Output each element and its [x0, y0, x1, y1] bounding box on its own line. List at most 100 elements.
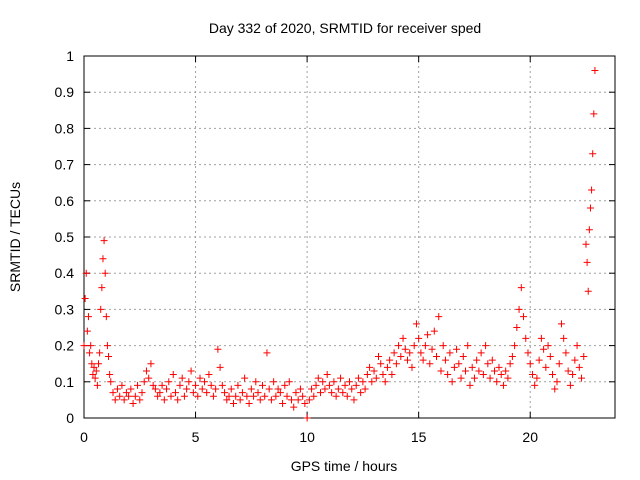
data-point: [183, 385, 191, 393]
data-point: [203, 389, 211, 397]
data-point: [549, 371, 557, 379]
data-point: [533, 374, 541, 382]
x-tick-label: 0: [80, 429, 88, 445]
data-point: [424, 331, 432, 339]
data-point: [564, 367, 572, 375]
data-point: [517, 284, 525, 292]
data-point: [310, 392, 318, 400]
data-point: [158, 381, 166, 389]
data-point: [337, 374, 345, 382]
data-point: [497, 371, 505, 379]
data-point: [401, 345, 409, 353]
data-point: [165, 378, 173, 386]
data-point: [169, 371, 177, 379]
data-point: [450, 363, 458, 371]
data-point: [555, 360, 563, 368]
data-point: [339, 389, 347, 397]
data-point: [125, 392, 133, 400]
data-point: [528, 371, 536, 379]
data-point: [156, 389, 164, 397]
data-point: [566, 381, 574, 389]
data-point: [312, 381, 320, 389]
data-point: [359, 378, 367, 386]
data-point: [588, 186, 596, 194]
data-point: [546, 352, 554, 360]
data-point: [515, 305, 523, 313]
data-point: [580, 352, 588, 360]
data-point: [395, 342, 403, 350]
y-tick-label: 0.5: [55, 229, 75, 245]
data-point: [96, 349, 104, 357]
data-point: [245, 400, 253, 408]
data-point: [590, 110, 598, 118]
data-point: [578, 374, 586, 382]
data-point: [486, 374, 494, 382]
data-point: [221, 389, 229, 397]
data-point: [415, 334, 423, 342]
data-point: [397, 352, 405, 360]
data-point: [223, 396, 231, 404]
data-point: [163, 385, 171, 393]
data-point: [93, 381, 101, 389]
data-point: [97, 305, 105, 313]
data-point: [109, 389, 117, 397]
data-point: [513, 324, 521, 331]
data-point: [466, 381, 474, 389]
data-point: [118, 381, 126, 389]
data-point: [274, 385, 282, 393]
data-point: [301, 400, 309, 408]
data-point: [404, 356, 412, 364]
y-tick-label: 0.9: [55, 84, 75, 100]
data-point: [330, 378, 338, 386]
data-point: [292, 389, 300, 397]
data-point: [459, 352, 467, 360]
y-tick-label: 0.3: [55, 301, 75, 317]
data-point: [571, 356, 579, 364]
data-point: [437, 367, 445, 375]
data-point: [263, 349, 271, 357]
data-point: [241, 374, 249, 382]
data-point: [151, 385, 159, 393]
data-point: [444, 371, 452, 379]
data-point: [482, 342, 490, 350]
data-point: [477, 349, 485, 357]
data-point: [372, 374, 380, 382]
data-point: [377, 360, 385, 368]
data-point: [83, 327, 91, 335]
data-point: [111, 396, 119, 404]
data-point: [361, 385, 369, 393]
data-point: [553, 378, 561, 386]
data-point: [586, 204, 594, 212]
data-point: [332, 392, 340, 400]
y-tick-label: 0.2: [55, 338, 75, 354]
data-point: [142, 367, 150, 375]
data-point: [573, 342, 581, 350]
data-point: [334, 385, 342, 393]
data-point: [499, 381, 507, 389]
data-point: [390, 349, 398, 357]
data-point: [227, 385, 235, 393]
data-point: [368, 378, 376, 386]
data-point: [194, 392, 202, 400]
data-point: [308, 385, 316, 393]
data-point: [321, 385, 329, 393]
data-point: [495, 363, 503, 371]
data-point: [243, 392, 251, 400]
data-point: [484, 360, 492, 368]
data-point: [419, 356, 427, 364]
data-point: [551, 385, 559, 393]
data-point: [589, 150, 597, 158]
data-point: [299, 392, 307, 400]
data-point: [464, 342, 472, 350]
data-point: [453, 345, 461, 353]
data-point: [410, 342, 418, 350]
data-point: [591, 66, 599, 74]
data-points: [80, 66, 599, 422]
data-point: [491, 367, 499, 375]
data-point: [198, 385, 206, 393]
data-point: [81, 295, 89, 303]
data-point: [421, 342, 429, 350]
data-point: [493, 378, 501, 386]
data-point: [562, 349, 570, 357]
data-point: [399, 334, 407, 342]
